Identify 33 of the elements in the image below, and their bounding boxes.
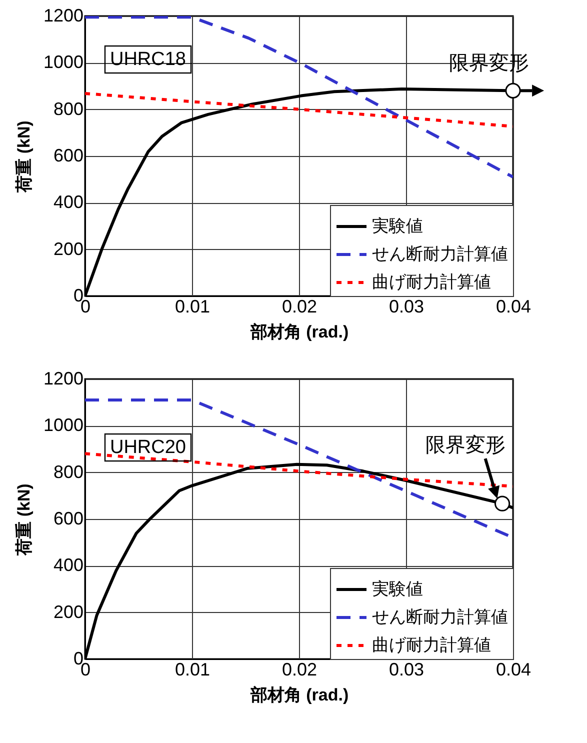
legend-label: 曲げ耐力計算値 (372, 636, 491, 654)
line-series (85, 92, 513, 128)
y-tick-label: 200 (53, 602, 84, 622)
y-tick-label: 400 (53, 555, 84, 576)
legend-label: 実験値 (372, 216, 423, 236)
y-tick-label: 1000 (43, 52, 84, 72)
y-tick-label: 600 (53, 146, 84, 166)
x-tick-label: 0.04 (496, 296, 532, 316)
y-axis-title: 荷重 (kN) (14, 120, 34, 194)
legend-label: 曲げ耐力計算値 (372, 272, 491, 292)
x-tick-label: 0.03 (388, 296, 424, 316)
y-tick-label: 200 (53, 238, 84, 259)
x-tick-label: 0.01 (174, 660, 210, 680)
y-tick-label: 1200 (43, 368, 84, 388)
legend-label: せん断耐力計算値 (372, 244, 508, 264)
x-tick-label: 0.01 (174, 296, 210, 316)
y-tick-label: 800 (53, 462, 84, 482)
x-tick-label: 0.02 (282, 660, 318, 680)
y-tick-label: 1000 (43, 415, 84, 436)
annotation: 限界変形 (425, 434, 506, 457)
x-tick-label: 0.04 (496, 660, 532, 680)
x-axis-title: 部材角 (rad.) (249, 686, 349, 704)
x-tick-label: 0.02 (282, 296, 318, 316)
legend-label: せん断耐力計算値 (372, 608, 508, 626)
y-tick-label: 800 (53, 98, 84, 119)
y-axis-title: 荷重 (kN) (14, 484, 34, 556)
y-tick-label: 1200 (43, 6, 84, 26)
y-tick-label: 600 (53, 508, 84, 528)
legend-label: 実験値 (372, 580, 423, 598)
y-tick-label: 400 (53, 192, 84, 212)
annotation: UHRC20 (110, 437, 186, 458)
x-tick-label: 0.03 (388, 660, 424, 680)
x-axis-title: 部材角 (rad.) (249, 322, 349, 342)
